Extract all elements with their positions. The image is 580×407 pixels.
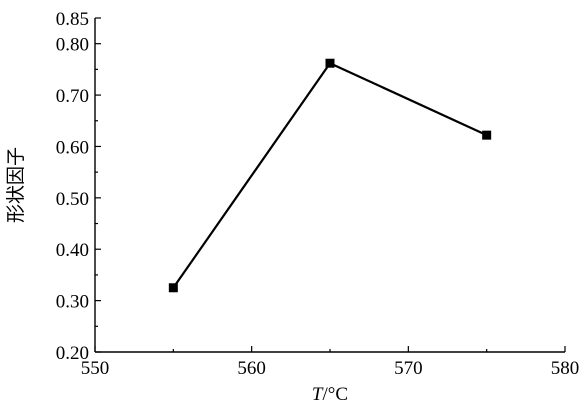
data-point-marker — [482, 130, 492, 140]
x-axis-title: T/°C — [312, 384, 348, 405]
y-axis-title: 形状因子 — [5, 147, 27, 223]
axes — [94, 18, 565, 353]
x-tick-label: 570 — [394, 358, 423, 379]
series-group — [168, 58, 492, 293]
series-line — [172, 61, 488, 289]
y-tick-label: 0.50 — [56, 189, 89, 210]
y-tick-label: 0.60 — [56, 137, 89, 158]
y-tick-label: 0.40 — [56, 240, 89, 261]
y-tick-label: 0.80 — [56, 35, 89, 56]
x-axis-title-variable: T — [312, 384, 324, 405]
data-point-marker — [325, 58, 335, 68]
x-tick-label: 550 — [81, 358, 110, 379]
x-tick-label: 580 — [551, 358, 580, 379]
y-tick-label: 0.30 — [56, 292, 89, 313]
data-point-marker — [168, 283, 178, 293]
y-ticks: 0.20 0.30 0.40 0.50 0.60 0.70 0.80 0.85 — [56, 9, 101, 364]
x-axis-title-unit: /°C — [323, 384, 349, 405]
x-tick-label: 560 — [237, 358, 266, 379]
y-tick-label: 0.85 — [56, 9, 89, 30]
y-tick-label: 0.70 — [56, 86, 89, 107]
x-ticks: 550 560 570 580 — [81, 346, 580, 379]
y-tick-label: 0.20 — [56, 343, 89, 364]
